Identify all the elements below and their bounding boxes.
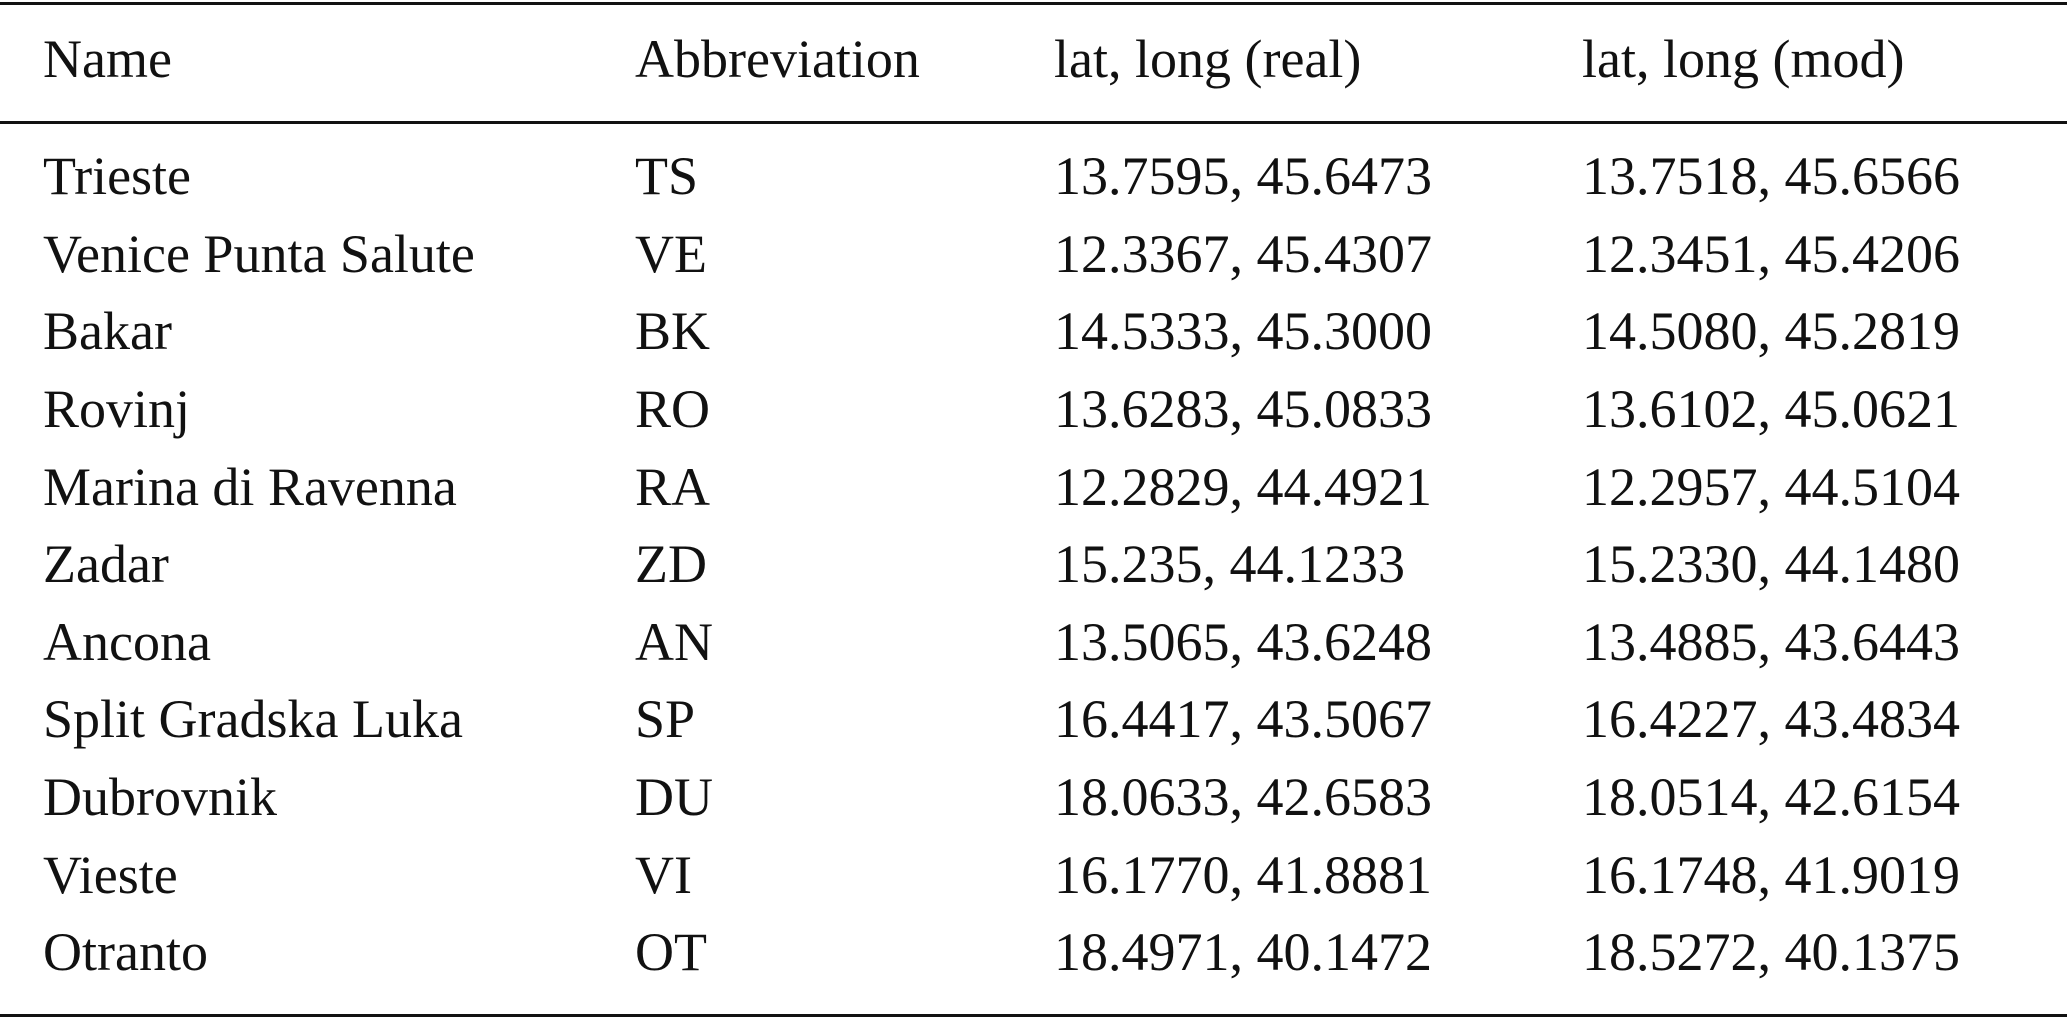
cell-abbreviation: TS: [635, 146, 699, 206]
cell-abbreviation: DU: [635, 767, 713, 827]
cell-name: Venice Punta Salute: [43, 224, 475, 284]
cell-abbreviation: SP: [635, 689, 696, 749]
cell-abbreviation: BK: [635, 301, 711, 361]
cell-lat-long-real: 16.1770, 41.8881: [1054, 845, 1432, 905]
cell-lat-long-mod: 18.0514, 42.6154: [1582, 767, 1960, 827]
cell-abbreviation: RO: [635, 379, 711, 439]
cell-abbreviation: RA: [635, 457, 711, 517]
cell-lat-long-mod: 16.1748, 41.9019: [1582, 845, 1960, 905]
cell-lat-long-real: 13.7595, 45.6473: [1054, 146, 1432, 206]
table-row: Otranto OT 18.4971, 40.1472 18.5272, 40.…: [0, 925, 2067, 1002]
cell-lat-long-real: 14.5333, 45.3000: [1054, 301, 1432, 361]
table-bottom-rule: [0, 1014, 2067, 1017]
cell-lat-long-mod: 12.3451, 45.4206: [1582, 224, 1960, 284]
cell-lat-long-real: 12.2829, 44.4921: [1054, 457, 1432, 517]
cell-lat-long-real: 15.235, 44.1233: [1054, 534, 1405, 594]
table-header-rule: [0, 121, 2067, 124]
cell-lat-long-real: 12.3367, 45.4307: [1054, 224, 1432, 284]
cell-name: Zadar: [43, 534, 169, 594]
table-row: Dubrovnik DU 18.0633, 42.6583 18.0514, 4…: [0, 770, 2067, 847]
cell-abbreviation: AN: [635, 612, 713, 672]
table-header-row: Name Abbreviation lat, long (real) lat, …: [0, 32, 2067, 109]
cell-lat-long-mod: 14.5080, 45.2819: [1582, 301, 1960, 361]
cell-name: Vieste: [43, 845, 178, 905]
cell-name: Dubrovnik: [43, 767, 277, 827]
cell-abbreviation: VI: [635, 845, 692, 905]
cell-lat-long-mod: 12.2957, 44.5104: [1582, 457, 1960, 517]
table-row: Bakar BK 14.5333, 45.3000 14.5080, 45.28…: [0, 304, 2067, 381]
cell-name: Ancona: [43, 612, 211, 672]
cell-name: Bakar: [43, 301, 172, 361]
table-row: Vieste VI 16.1770, 41.8881 16.1748, 41.9…: [0, 848, 2067, 925]
cell-lat-long-mod: 16.4227, 43.4834: [1582, 689, 1960, 749]
table-row: Ancona AN 13.5065, 43.6248 13.4885, 43.6…: [0, 615, 2067, 692]
cell-lat-long-mod: 13.6102, 45.0621: [1582, 379, 1960, 439]
cell-name: Split Gradska Luka: [43, 689, 463, 749]
table-row: Rovinj RO 13.6283, 45.0833 13.6102, 45.0…: [0, 382, 2067, 459]
cell-name: Marina di Ravenna: [43, 457, 457, 517]
cell-lat-long-real: 13.5065, 43.6248: [1054, 612, 1432, 672]
header-lat-long-mod: lat, long (mod): [1582, 29, 1905, 89]
table-row: Split Gradska Luka SP 16.4417, 43.5067 1…: [0, 692, 2067, 769]
cell-lat-long-mod: 13.7518, 45.6566: [1582, 146, 1960, 206]
cell-name: Rovinj: [43, 379, 191, 439]
table-row: Venice Punta Salute VE 12.3367, 45.4307 …: [0, 227, 2067, 304]
header-abbreviation: Abbreviation: [635, 29, 920, 89]
table-row: Trieste TS 13.7595, 45.6473 13.7518, 45.…: [0, 149, 2067, 226]
cell-lat-long-mod: 18.5272, 40.1375: [1582, 922, 1960, 982]
table-row: Marina di Ravenna RA 12.2829, 44.4921 12…: [0, 460, 2067, 537]
cell-lat-long-mod: 13.4885, 43.6443: [1582, 612, 1960, 672]
table-top-rule: [0, 2, 2067, 5]
cell-lat-long-real: 16.4417, 43.5067: [1054, 689, 1432, 749]
cell-lat-long-real: 13.6283, 45.0833: [1054, 379, 1432, 439]
cell-name: Otranto: [43, 922, 208, 982]
cell-lat-long-mod: 15.2330, 44.1480: [1582, 534, 1960, 594]
cell-name: Trieste: [43, 146, 192, 206]
table-row: Zadar ZD 15.235, 44.1233 15.2330, 44.148…: [0, 537, 2067, 614]
cell-lat-long-real: 18.0633, 42.6583: [1054, 767, 1432, 827]
cell-abbreviation: ZD: [635, 534, 707, 594]
cell-lat-long-real: 18.4971, 40.1472: [1054, 922, 1432, 982]
cell-abbreviation: OT: [635, 922, 707, 982]
header-lat-long-real: lat, long (real): [1054, 29, 1362, 89]
cell-abbreviation: VE: [635, 224, 707, 284]
header-name: Name: [43, 29, 172, 89]
